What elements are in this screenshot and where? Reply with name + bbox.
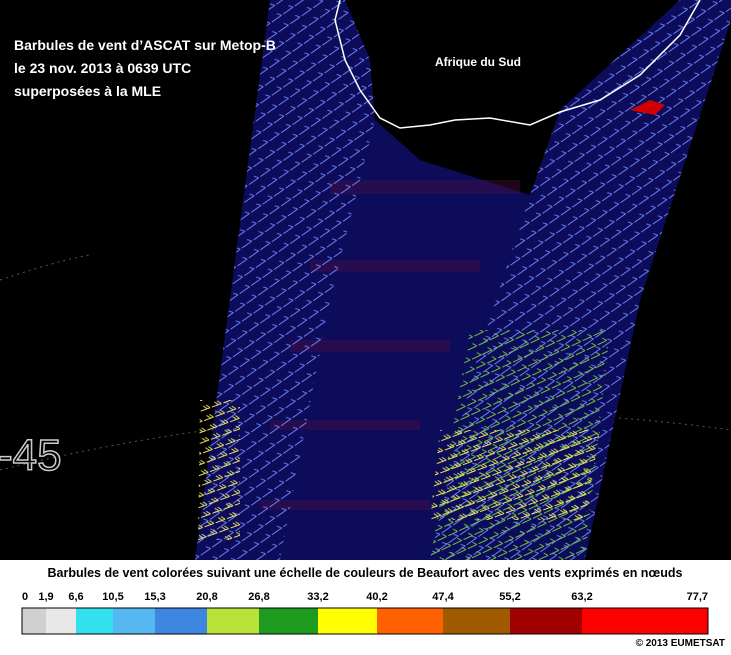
coastline: [334, 0, 701, 129]
legend-swatch: [377, 608, 443, 634]
legend-tick-label: 20,8: [196, 591, 217, 603]
legend-swatch: [76, 608, 113, 634]
legend-swatch: [22, 608, 46, 634]
legend-tick-label: 77,7: [687, 591, 708, 603]
legend-title: Barbules de vent colorées suivant une éc…: [48, 566, 683, 580]
legend-panel: [0, 560, 731, 650]
title-line: le 23 nov. 2013 à 0639 UTC: [14, 60, 191, 76]
legend-swatch: [443, 608, 510, 634]
legend-tick-label: 1,9: [38, 591, 53, 603]
wind-barbs-yellow-west: [198, 400, 240, 540]
legend-swatch: [318, 608, 377, 634]
legend-tick-label: 26,8: [248, 591, 269, 603]
region-label: Afrique du Sud: [435, 55, 521, 69]
title-line: superposées à la MLE: [14, 83, 161, 99]
strong-wind-patch: [630, 100, 665, 115]
latitude-label: -45: [0, 431, 62, 480]
legend-swatch: [207, 608, 259, 634]
legend-tick-label: 6,6: [68, 591, 83, 603]
graticule: [0, 0, 731, 561]
legend-tick-label: 10,5: [102, 591, 123, 603]
legend-swatch: [155, 608, 207, 634]
wind-barbs-yellow: [430, 430, 600, 520]
legend-tick-label: 63,2: [571, 591, 592, 603]
legend-tick-label: 47,4: [432, 591, 454, 603]
legend-swatch: [510, 608, 582, 634]
legend-frame: [21, 607, 709, 635]
legend-tick-label: 15,3: [144, 591, 165, 603]
legend-tick-label: 0: [22, 591, 28, 603]
mle-field: [260, 180, 520, 510]
land-area: [345, 0, 680, 195]
legend-tick-label: 55,2: [499, 591, 520, 603]
legend-swatch: [46, 608, 76, 634]
title-line: Barbules de vent d’ASCAT sur Metop-B: [14, 37, 276, 53]
legend-swatch: [582, 608, 708, 634]
legend-tick-label: 33,2: [307, 591, 328, 603]
legend-swatch: [259, 608, 318, 634]
copyright: © 2013 EUMETSAT: [636, 638, 725, 649]
legend-tick-label: 40,2: [366, 591, 387, 603]
legend-swatch: [113, 608, 155, 634]
